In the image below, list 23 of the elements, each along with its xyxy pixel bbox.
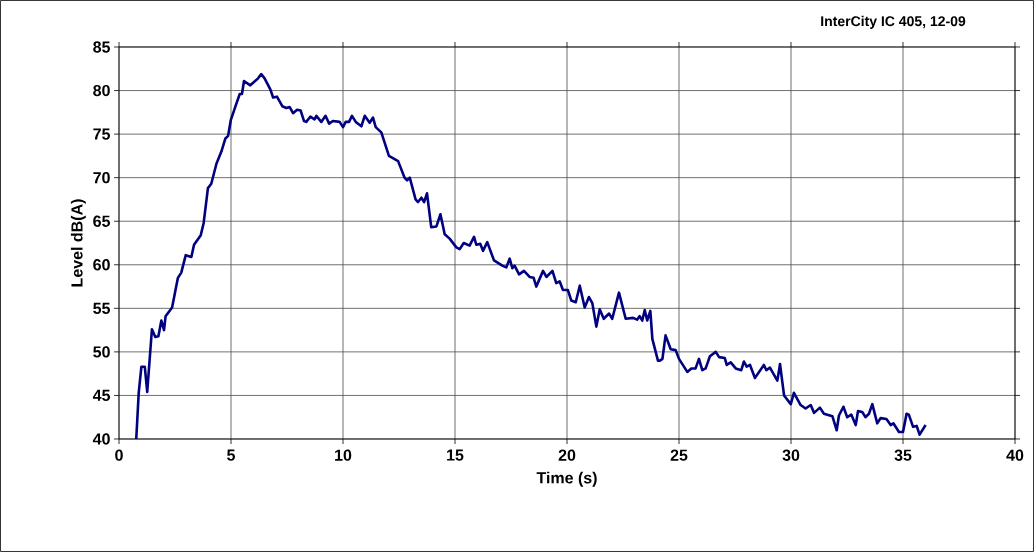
y-tick-label: 40 — [92, 433, 110, 445]
y-tick-label: 50 — [93, 346, 110, 358]
x-tick-label: 25 — [670, 449, 688, 461]
y-axis-title: Level dB(A) — [70, 199, 86, 287]
line-series — [134, 72, 927, 439]
x-axis-title: Time (s) — [536, 471, 597, 487]
y-tick-label: 85 — [93, 41, 111, 53]
x-tick-label: 0 — [115, 449, 123, 461]
y-tick-label: 70 — [93, 172, 110, 184]
y-tick-label: 80 — [93, 84, 110, 97]
x-tick-label: 10 — [335, 449, 352, 461]
y-tick-label: 65 — [93, 215, 111, 227]
x-tick-label: 40 — [1006, 449, 1024, 461]
y-tick-label: 55 — [93, 302, 111, 314]
x-tick-label: 15 — [447, 449, 464, 461]
x-tick-label: 5 — [227, 449, 236, 461]
y-tick-label: 45 — [92, 389, 111, 402]
x-tick-label: 20 — [558, 449, 576, 461]
y-tick-label: 75 — [93, 128, 111, 140]
y-tick-label: 60 — [93, 259, 110, 271]
x-tick-label: 35 — [894, 449, 912, 461]
x-tick-label: 30 — [782, 449, 800, 461]
chart-title: InterCity IC 405, 12-09 — [821, 15, 966, 29]
